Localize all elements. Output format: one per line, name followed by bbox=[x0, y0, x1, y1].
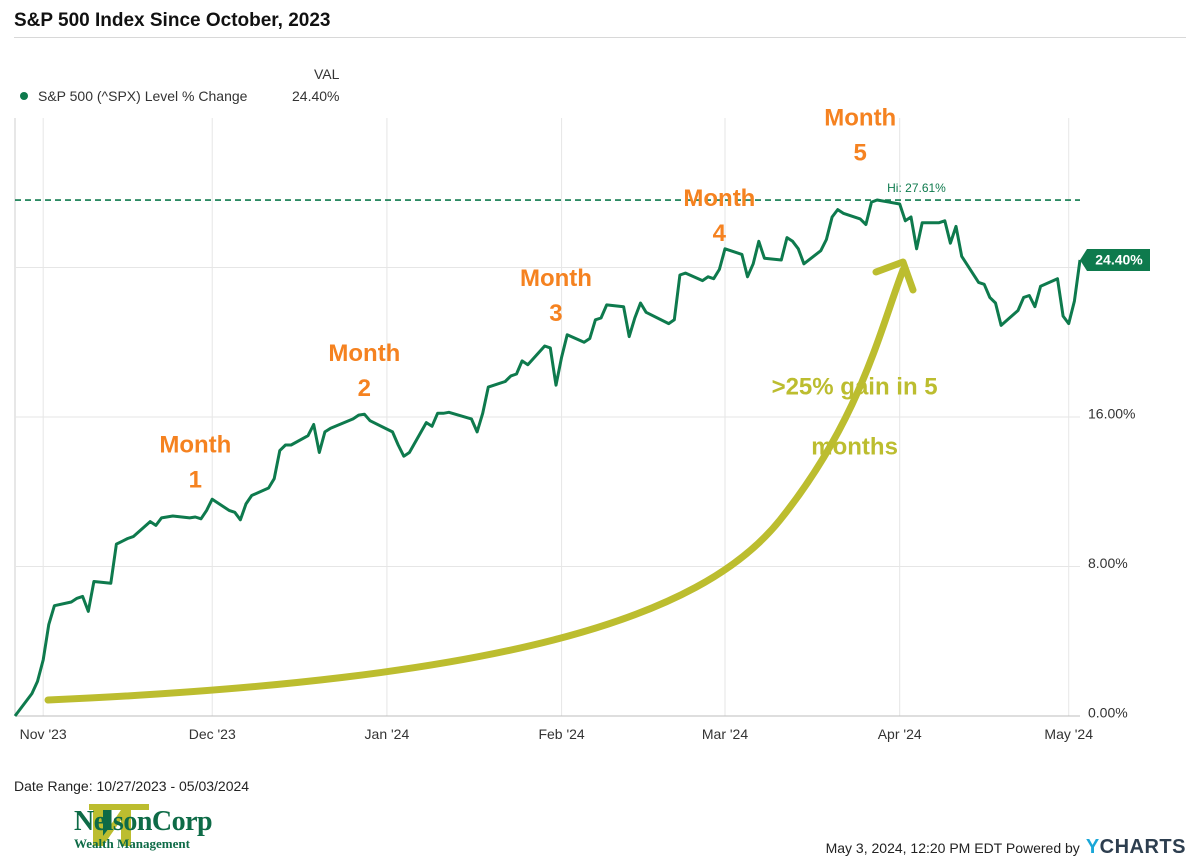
x-tick-label: Jan '24 bbox=[365, 726, 410, 742]
arrow-label-line1: >25% gain in 5 bbox=[772, 374, 938, 401]
legend-entry[interactable]: S&P 500 (^SPX) Level % Change bbox=[14, 88, 247, 104]
legend-value-header: VAL bbox=[314, 66, 340, 82]
arrow-label-line2: months bbox=[811, 433, 898, 460]
chart-title: S&P 500 Index Since October, 2023 bbox=[14, 10, 331, 31]
nelsoncorp-logo-icon bbox=[89, 804, 149, 846]
series-line bbox=[13, 198, 1082, 717]
x-tick-label: Apr '24 bbox=[878, 726, 922, 742]
month-annotation-title: Month bbox=[683, 185, 755, 212]
month-annotation-title: Month bbox=[824, 104, 896, 131]
logo-name: NelsonCorp bbox=[74, 806, 213, 837]
footer-timestamp: May 3, 2024, 12:20 PM EDT Powered by bbox=[825, 839, 1080, 856]
month-annotation-number: 3 bbox=[549, 300, 562, 327]
month-annotation-title: Month bbox=[328, 340, 400, 367]
gain-arrow-head-icon bbox=[872, 258, 917, 294]
footer: May 3, 2024, 12:20 PM EDT Powered by YCH… bbox=[826, 836, 1186, 859]
last-value-tag bbox=[1080, 249, 1150, 272]
legend-series-label: S&P 500 (^SPX) Level % Change bbox=[38, 88, 248, 104]
month-annotation-title: Month bbox=[159, 432, 231, 459]
gain-arrow-shaft bbox=[44, 266, 907, 704]
date-range: Date Range: 10/27/2023 - 05/03/2024 bbox=[14, 778, 250, 794]
y-tick-label: 0.00% bbox=[1088, 705, 1128, 721]
x-tick-label: Nov '23 bbox=[20, 726, 67, 742]
x-tick-label: Feb '24 bbox=[538, 726, 584, 742]
last-value-label: 24.40% bbox=[1095, 252, 1143, 268]
high-label: Hi: 27.61% bbox=[887, 181, 946, 195]
y-tick-label: 16.00% bbox=[1088, 406, 1135, 422]
month-annotation-number: 2 bbox=[358, 375, 371, 402]
x-tick-label: Mar '24 bbox=[702, 726, 748, 742]
ycharts-logo-y: Y bbox=[1085, 836, 1100, 858]
legend-series-dot-icon bbox=[20, 92, 28, 100]
legend-series-value: 24.40% bbox=[292, 88, 340, 104]
logo-subtitle: Wealth Management bbox=[74, 836, 190, 851]
x-tick-label: Dec '23 bbox=[189, 726, 236, 742]
month-annotation-title: Month bbox=[520, 265, 592, 292]
month-annotation-number: 1 bbox=[189, 467, 202, 494]
month-annotation-number: 5 bbox=[854, 139, 867, 166]
ycharts-logo[interactable]: YCHARTS bbox=[1086, 836, 1186, 859]
title-divider bbox=[14, 37, 1186, 38]
month-annotation-number: 4 bbox=[713, 220, 727, 247]
ycharts-logo-text: CHARTS bbox=[1099, 836, 1186, 858]
y-tick-label: 8.00% bbox=[1088, 555, 1128, 571]
line-chart: 0.00% 8.00% 16.00% Nov '23 Dec '23 Jan '24 Feb… bbox=[13, 104, 1150, 742]
x-tick-label: May '24 bbox=[1044, 726, 1093, 742]
